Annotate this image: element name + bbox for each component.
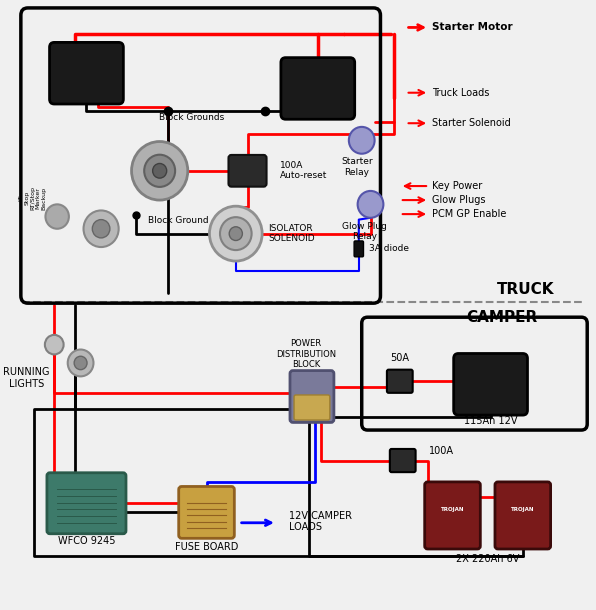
Text: 3A diode: 3A diode: [369, 245, 409, 253]
Circle shape: [68, 350, 94, 376]
FancyBboxPatch shape: [294, 395, 330, 420]
FancyBboxPatch shape: [179, 487, 234, 539]
Text: 100A
Auto-reset: 100A Auto-reset: [280, 161, 327, 181]
Text: Starter Solenoid: Starter Solenoid: [432, 118, 511, 128]
Text: PCM GP Enable: PCM GP Enable: [432, 209, 507, 219]
Text: 12V CAMPER
LOADS: 12V CAMPER LOADS: [288, 511, 352, 533]
Text: Glow Plug
Relay: Glow Plug Relay: [342, 222, 387, 242]
Text: 115Ah 12V: 115Ah 12V: [464, 416, 517, 426]
Text: Starter Motor: Starter Motor: [432, 23, 513, 32]
FancyBboxPatch shape: [495, 482, 551, 549]
Text: Starter
Relay: Starter Relay: [342, 157, 373, 177]
Text: 50A: 50A: [390, 353, 409, 363]
Text: Key Power: Key Power: [432, 181, 482, 191]
Text: TRUCK: TRUCK: [497, 282, 554, 297]
Text: 100A: 100A: [429, 447, 454, 456]
Text: Block Ground: Block Ground: [148, 217, 209, 225]
FancyBboxPatch shape: [228, 155, 266, 187]
Text: CAMPER: CAMPER: [467, 310, 538, 325]
FancyBboxPatch shape: [354, 241, 364, 257]
Circle shape: [229, 227, 243, 240]
Text: RUNNING
LIGHTS: RUNNING LIGHTS: [4, 367, 50, 389]
Text: Glow Plugs: Glow Plugs: [432, 195, 486, 205]
Text: WFCO 9245: WFCO 9245: [58, 536, 115, 545]
FancyBboxPatch shape: [425, 482, 480, 549]
Text: LT
Stop
RT/Stop
Marker
Backup: LT Stop RT/Stop Marker Backup: [18, 186, 46, 210]
FancyBboxPatch shape: [281, 57, 355, 120]
Circle shape: [209, 206, 262, 261]
Text: ISOLATOR
SOLENOID: ISOLATOR SOLENOID: [268, 224, 315, 243]
Circle shape: [144, 155, 175, 187]
Circle shape: [358, 191, 383, 218]
Circle shape: [349, 127, 375, 154]
FancyBboxPatch shape: [390, 449, 415, 472]
Circle shape: [74, 356, 87, 370]
Text: FUSE BOARD: FUSE BOARD: [175, 542, 238, 551]
Text: 2X 220Ah 6V: 2X 220Ah 6V: [456, 554, 519, 564]
Text: TROJAN: TROJAN: [511, 507, 535, 512]
Circle shape: [220, 217, 252, 250]
FancyBboxPatch shape: [454, 354, 527, 415]
FancyBboxPatch shape: [290, 371, 334, 422]
FancyBboxPatch shape: [49, 43, 123, 104]
FancyBboxPatch shape: [387, 370, 412, 393]
Text: POWER
DISTRIBUTION
BLOCK: POWER DISTRIBUTION BLOCK: [276, 339, 336, 369]
Circle shape: [45, 204, 69, 229]
Text: Truck Loads: Truck Loads: [432, 88, 489, 98]
FancyBboxPatch shape: [47, 473, 126, 534]
Circle shape: [92, 220, 110, 238]
Circle shape: [45, 335, 64, 354]
Text: Block Grounds: Block Grounds: [159, 113, 225, 121]
Text: TROJAN: TROJAN: [441, 507, 464, 512]
Circle shape: [132, 142, 188, 200]
Circle shape: [83, 210, 119, 247]
Circle shape: [153, 163, 167, 178]
